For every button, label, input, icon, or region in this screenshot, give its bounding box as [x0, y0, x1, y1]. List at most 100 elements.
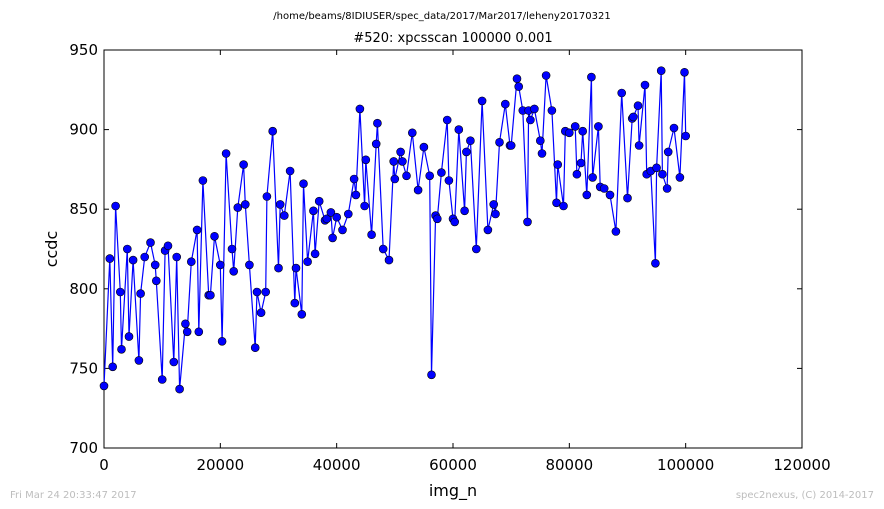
data-point — [111, 201, 120, 211]
data-point — [128, 255, 138, 265]
data-point — [378, 244, 388, 254]
data-point — [680, 68, 689, 77]
data-point — [290, 298, 300, 308]
data-point — [564, 128, 574, 138]
data-point — [371, 139, 381, 149]
data-point — [198, 176, 208, 185]
data-point — [152, 276, 161, 286]
data-point — [299, 179, 308, 188]
x-axis-ticks: 0 20000 40000 60000 80000 100000 120000 — [99, 50, 831, 474]
y-tick-label: 700 — [69, 439, 98, 457]
data-point — [268, 126, 278, 136]
data-point — [537, 149, 547, 158]
data-point — [314, 196, 324, 206]
x-tick-label: 80000 — [545, 456, 593, 474]
data-point — [500, 99, 510, 109]
data-point — [633, 101, 643, 110]
data-point — [351, 190, 361, 200]
data-point — [163, 241, 173, 251]
data-point — [572, 169, 582, 179]
footer-timestamp: Fri Mar 24 20:33:47 2017 — [10, 490, 137, 501]
data-point — [332, 212, 342, 222]
y-axis-ticks: 700 750 800 850 900 950 — [69, 41, 802, 457]
data-point — [229, 266, 238, 276]
data-point — [552, 198, 561, 208]
data-point — [437, 168, 446, 177]
data-point — [279, 211, 289, 220]
data-point — [355, 104, 365, 114]
data-point — [150, 260, 160, 270]
plot-area-frame — [103, 49, 803, 449]
data-point — [506, 141, 516, 150]
data-point — [491, 209, 500, 219]
data-point — [241, 200, 250, 209]
data-point — [658, 169, 667, 179]
data-point — [460, 206, 469, 216]
x-axis-label: img_n — [429, 481, 477, 501]
data-point — [210, 232, 219, 241]
data-point — [206, 290, 215, 300]
data-point — [450, 217, 460, 227]
data-point — [116, 287, 125, 297]
data-point — [349, 174, 359, 184]
data-point — [187, 257, 196, 267]
data-point — [662, 184, 672, 193]
data-point — [675, 173, 685, 182]
data-point — [535, 136, 545, 145]
data-point — [582, 190, 592, 200]
data-point — [384, 255, 394, 265]
data-point — [398, 157, 407, 166]
data-point — [483, 225, 493, 235]
x-tick-label: 20000 — [196, 456, 244, 474]
data-point — [297, 309, 307, 319]
footer-credit: spec2nexus, (C) 2014-2017 — [736, 490, 874, 501]
data-point — [175, 384, 184, 394]
data-point — [628, 112, 638, 122]
data-point — [221, 149, 231, 158]
x-tick-label: 40000 — [313, 456, 361, 474]
x-tick-label: 120000 — [773, 456, 830, 474]
data-point — [360, 201, 369, 211]
data-point — [310, 249, 320, 259]
y-axis-label: ccdc — [42, 231, 61, 268]
data-point — [462, 147, 471, 157]
data-point — [489, 200, 499, 209]
data-point — [328, 233, 337, 243]
data-point — [99, 381, 109, 391]
data-point — [669, 123, 679, 133]
data-point — [361, 155, 371, 165]
data-point — [681, 131, 691, 141]
data-point — [425, 171, 435, 181]
data-point — [477, 96, 487, 106]
data-point — [605, 190, 615, 200]
data-point — [432, 214, 442, 224]
data-point — [553, 160, 563, 169]
data-point — [123, 244, 132, 254]
data-point — [291, 263, 301, 273]
data-point — [389, 157, 399, 166]
data-point — [512, 74, 522, 83]
data-point — [274, 263, 283, 273]
data-point — [617, 88, 627, 98]
series-line — [103, 70, 687, 390]
data-point — [652, 163, 661, 173]
data-point — [261, 287, 271, 297]
data-point — [640, 80, 650, 90]
data-point — [588, 173, 597, 182]
data-point — [444, 176, 454, 185]
data-point — [136, 289, 145, 298]
file-path-title: /home/beams/8IDIUSER/spec_data/2017/Mar2… — [273, 11, 610, 22]
data-point — [578, 126, 588, 136]
data-point — [373, 118, 382, 128]
data-point — [419, 142, 429, 152]
data-point — [192, 225, 202, 235]
data-point — [587, 72, 596, 82]
y-tick-label: 850 — [69, 200, 98, 218]
data-point — [343, 209, 353, 219]
data-point — [559, 201, 568, 211]
data-point — [303, 257, 312, 267]
data-point — [514, 82, 524, 91]
data-point — [239, 160, 248, 169]
data-point — [146, 238, 155, 247]
data-point — [216, 260, 225, 270]
